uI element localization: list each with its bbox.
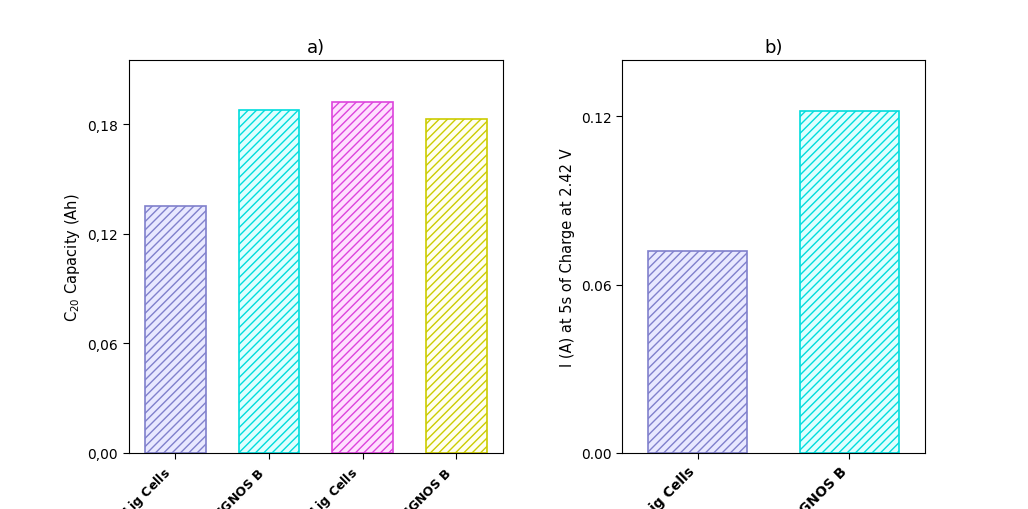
Bar [649, 251, 747, 453]
Y-axis label: I (A) at 5s of Charge at 2.42 V: I (A) at 5s of Charge at 2.42 V [560, 148, 575, 366]
Bar [426, 120, 487, 453]
Bar [332, 103, 393, 453]
Bar [145, 207, 206, 453]
Title: a): a) [306, 39, 325, 57]
Y-axis label: C$_{20}$ Capacity (Ah): C$_{20}$ Capacity (Ah) [63, 193, 81, 321]
Bar [800, 111, 898, 453]
Title: b): b) [764, 39, 782, 57]
Bar [238, 110, 299, 453]
